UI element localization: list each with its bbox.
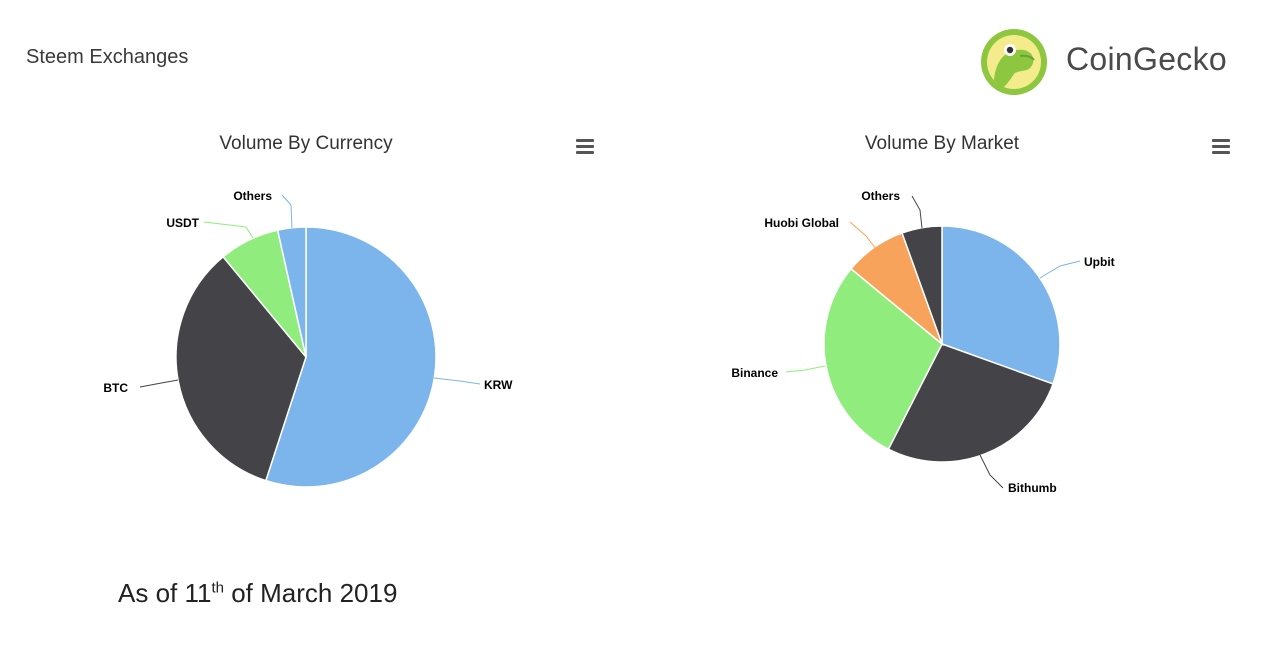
date-ordinal: th: [211, 579, 224, 597]
connector-line: [911, 195, 923, 229]
pie-slice-btc[interactable]: [175, 255, 307, 482]
hamburger-menu-icon[interactable]: [574, 137, 596, 157]
slice-label: Huobi Global: [764, 216, 839, 230]
connector-line: [433, 377, 481, 385]
volume-by-market-chart: Volume By Market Upbit Bithumb Binance Huob…: [731, 133, 1114, 495]
pie-slices: [823, 225, 1061, 463]
slice-label: BTC: [103, 381, 128, 395]
gecko-logo-icon: [981, 29, 1047, 95]
slice-label: Bithumb: [1008, 481, 1057, 495]
pie-slice-binance[interactable]: [823, 267, 943, 451]
chart-title: Volume By Market: [865, 133, 1020, 154]
slice-label: Others: [233, 189, 272, 203]
slice-label: Upbit: [1084, 255, 1115, 269]
slice-label: Binance: [731, 366, 778, 380]
coingecko-logo: CoinGecko: [980, 28, 1250, 96]
date-prefix: As of 11: [118, 578, 212, 608]
slice-label: USDT: [166, 216, 199, 230]
connector-line: [785, 365, 826, 373]
connector-line: [979, 454, 1004, 489]
slice-label: KRW: [484, 378, 513, 392]
pie-labels: Upbit Bithumb Binance Huobi Global Others: [731, 189, 1114, 495]
pie-labels: KRW BTC USDT Others: [103, 189, 513, 395]
connector-line: [1039, 260, 1081, 279]
pie-slice-bithumb[interactable]: [887, 343, 1054, 463]
pie-slices: [175, 226, 437, 488]
volume-by-currency-chart: Volume By Currency KRW BTC USDT Others: [103, 133, 513, 488]
slice-label: Others: [861, 189, 900, 203]
pie-slice-upbit[interactable]: [941, 225, 1061, 385]
as-of-date-note: As of 11th of March 2019: [118, 578, 397, 609]
pie-slice-krw[interactable]: [264, 226, 437, 488]
logo-text: CoinGecko: [1066, 41, 1227, 77]
page-title: Steem Exchanges: [26, 46, 189, 68]
connector-line: [849, 221, 877, 250]
date-rest: of March 2019: [223, 578, 398, 608]
connector-line: [139, 379, 179, 388]
hamburger-menu-icon[interactable]: [1210, 137, 1232, 157]
chart-title: Volume By Currency: [219, 133, 393, 154]
connector-line: [281, 194, 293, 229]
connector-line: [203, 221, 254, 239]
